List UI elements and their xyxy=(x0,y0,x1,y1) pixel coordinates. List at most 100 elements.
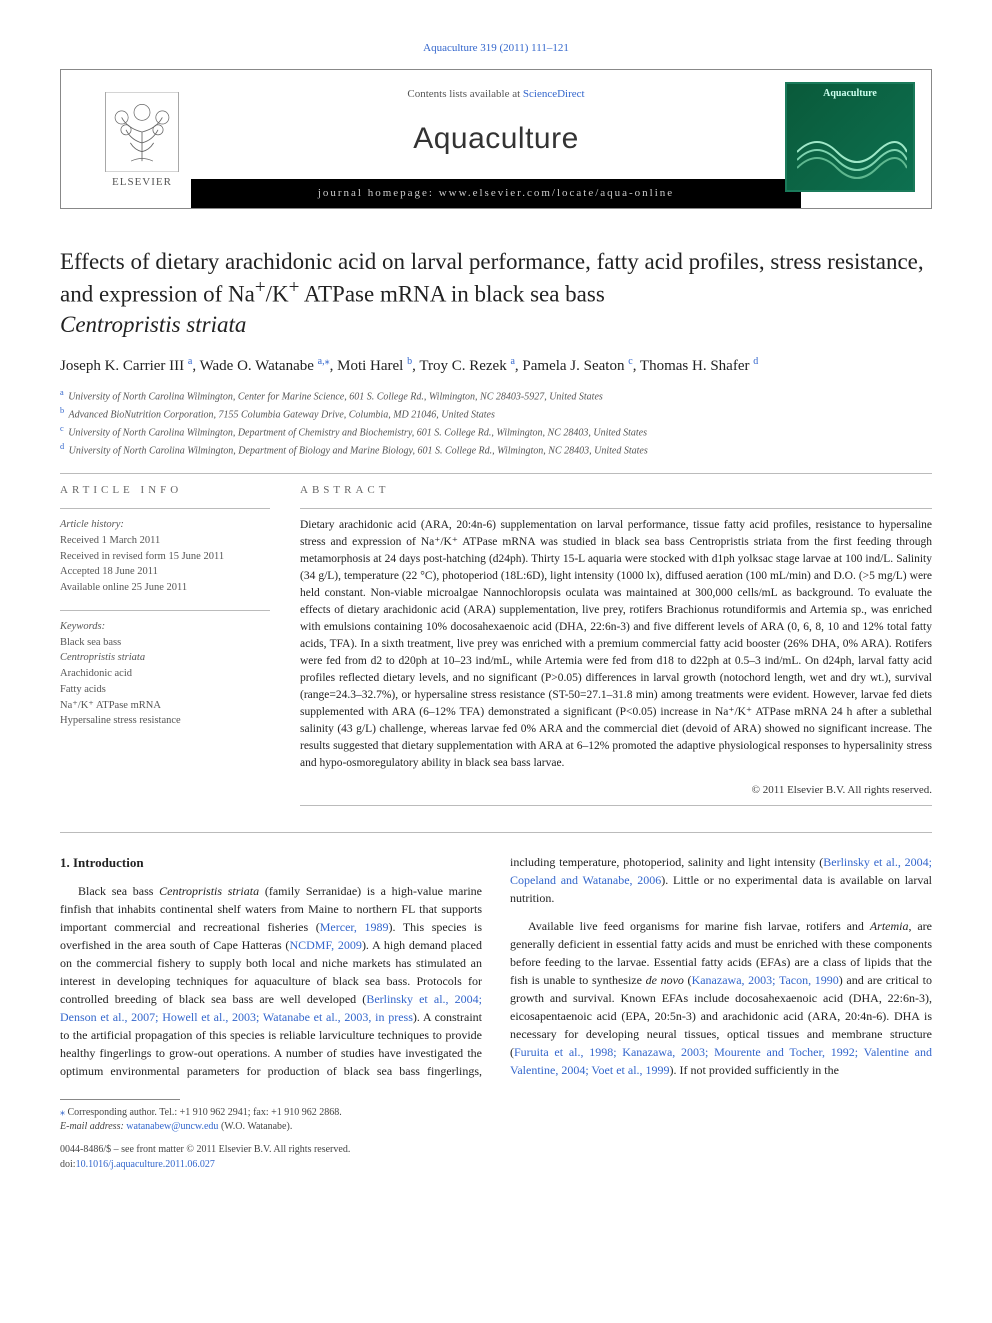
citation-link[interactable]: NCDMF, 2009 xyxy=(289,938,362,952)
keyword: Black sea bass xyxy=(60,635,270,651)
header-center: Contents lists available at ScienceDirec… xyxy=(207,82,785,208)
author: Wade O. Watanabe xyxy=(200,358,314,374)
aff-text: University of North Carolina Wilmington,… xyxy=(68,392,603,403)
abstract-label: ABSTRACT xyxy=(300,482,932,499)
star-icon: ⁎ xyxy=(60,1107,65,1118)
title-species: Centropristis striata xyxy=(60,312,246,337)
aff-key: a xyxy=(60,388,64,397)
affiliation: b Advanced BioNutrition Corporation, 715… xyxy=(60,405,932,423)
latin-term: de novo xyxy=(646,973,684,987)
affiliation: c University of North Carolina Wilmingto… xyxy=(60,423,932,441)
keyword: Hypersaline stress resistance xyxy=(60,713,270,729)
title-part-3: ATPase mRNA in black sea bass xyxy=(299,282,604,307)
article-history: Article history: Received 1 March 2011 R… xyxy=(60,517,270,596)
text: ( xyxy=(684,973,692,987)
history-item: Accepted 18 June 2011 xyxy=(60,564,270,580)
aff-text: University of North Carolina Wilmington,… xyxy=(69,445,648,456)
contents-line: Contents lists available at ScienceDirec… xyxy=(207,86,785,103)
affiliations: a University of North Carolina Wilmingto… xyxy=(60,387,932,458)
corresponding-footnote: ⁎ Corresponding author. Tel.: +1 910 962… xyxy=(60,1106,932,1120)
text: ). If not provided sufficiently in the xyxy=(670,1063,839,1077)
front-matter-line: 0044-8486/$ – see front matter © 2011 El… xyxy=(60,1142,932,1157)
publisher-logo-box: ELSEVIER xyxy=(77,82,207,202)
intro-paragraph: Available live feed organisms for marine… xyxy=(510,917,932,1079)
journal-homepage: journal homepage: www.elsevier.com/locat… xyxy=(191,179,801,208)
author: Pamela J. Seaton xyxy=(522,358,624,374)
title-sup-2: + xyxy=(289,277,300,298)
author-aff[interactable]: c xyxy=(628,356,632,367)
affiliation: d University of North Carolina Wilmingto… xyxy=(60,441,932,459)
abstract-text: Dietary arachidonic acid (ARA, 20:4n-6) … xyxy=(300,517,932,772)
corr-text: Corresponding author. Tel.: +1 910 962 2… xyxy=(68,1107,342,1118)
doi-link[interactable]: 10.1016/j.aquaculture.2011.06.027 xyxy=(76,1159,215,1170)
elsevier-logo: ELSEVIER xyxy=(92,87,192,197)
author: Thomas H. Shafer xyxy=(640,358,750,374)
species-name: Centropristis striata xyxy=(159,884,259,898)
text: Black sea bass xyxy=(78,884,159,898)
author-aff[interactable]: a xyxy=(510,356,514,367)
author-aff[interactable]: b xyxy=(407,356,412,367)
affiliation: a University of North Carolina Wilmingto… xyxy=(60,387,932,405)
publisher-name: ELSEVIER xyxy=(112,174,172,191)
keywords-heading: Keywords: xyxy=(60,619,270,635)
history-item: Received in revised form 15 June 2011 xyxy=(60,549,270,565)
aff-key: b xyxy=(60,406,64,415)
divider xyxy=(60,473,932,474)
divider xyxy=(60,508,270,509)
email-footnote: E-mail address: watanabew@uncw.edu (W.O.… xyxy=(60,1120,932,1134)
history-item: Available online 25 June 2011 xyxy=(60,580,270,596)
authors-line: Joseph K. Carrier III a, Wade O. Watanab… xyxy=(60,354,932,378)
doi-label: doi: xyxy=(60,1159,76,1170)
journal-header: ELSEVIER Contents lists available at Sci… xyxy=(60,69,932,209)
title-part-2: /K xyxy=(266,282,289,307)
article-info-column: ARTICLE INFO Article history: Received 1… xyxy=(60,482,270,814)
email-link[interactable]: watanabew@uncw.edu xyxy=(126,1121,218,1132)
doi-line: doi:10.1016/j.aquaculture.2011.06.027 xyxy=(60,1157,932,1172)
contents-prefix: Contents lists available at xyxy=(407,88,522,100)
aff-text: University of North Carolina Wilmington,… xyxy=(68,427,647,438)
keyword: Arachidonic acid xyxy=(60,666,270,682)
citation-link[interactable]: Kanazawa, 2003; Tacon, 1990 xyxy=(692,973,839,987)
journal-cover: Aquaculture xyxy=(785,82,915,192)
author: Moti Harel xyxy=(337,358,403,374)
abstract-copyright: © 2011 Elsevier B.V. All rights reserved… xyxy=(300,782,932,799)
author-aff[interactable]: a xyxy=(188,356,192,367)
aff-text: Advanced BioNutrition Corporation, 7155 … xyxy=(69,409,495,420)
author-aff[interactable]: a, xyxy=(318,356,325,367)
text: Available live feed organisms for marine… xyxy=(528,919,870,933)
cover-title: Aquaculture xyxy=(787,86,913,101)
footnotes: ⁎ Corresponding author. Tel.: +1 910 962… xyxy=(60,1106,932,1134)
species-name: Artemia xyxy=(870,919,909,933)
journal-issue-link[interactable]: Aquaculture 319 (2011) 111–121 xyxy=(60,40,932,57)
cover-wave-icon xyxy=(797,120,907,180)
history-heading: Article history: xyxy=(60,517,270,533)
article-title: Effects of dietary arachidonic acid on l… xyxy=(60,247,932,340)
divider xyxy=(60,832,932,833)
citation-link[interactable]: Mercer, 1989 xyxy=(320,920,389,934)
keyword: Fatty acids xyxy=(60,682,270,698)
aff-key: c xyxy=(60,424,64,433)
author-aff[interactable]: d xyxy=(753,356,758,367)
footnote-separator xyxy=(60,1099,180,1100)
keywords: Keywords: Black sea bass Centropristis s… xyxy=(60,619,270,729)
divider xyxy=(60,610,270,611)
elsevier-tree-icon xyxy=(102,92,182,172)
email-label: E-mail address: xyxy=(60,1121,124,1132)
author: Troy C. Rezek xyxy=(419,358,506,374)
divider xyxy=(300,508,932,509)
doi-block: 0044-8486/$ – see front matter © 2011 El… xyxy=(60,1142,932,1172)
info-abstract-row: ARTICLE INFO Article history: Received 1… xyxy=(60,482,932,814)
sciencedirect-link[interactable]: ScienceDirect xyxy=(523,88,585,100)
article-info-label: ARTICLE INFO xyxy=(60,482,270,499)
journal-title: Aquaculture xyxy=(207,116,785,161)
history-item: Received 1 March 2011 xyxy=(60,533,270,549)
keyword: Na⁺/K⁺ ATPase mRNA xyxy=(60,698,270,714)
section-heading-intro: 1. Introduction xyxy=(60,853,482,873)
divider xyxy=(300,805,932,806)
author: Joseph K. Carrier III xyxy=(60,358,184,374)
aff-key: d xyxy=(60,442,64,451)
keyword: Centropristis striata xyxy=(60,650,270,666)
corresponding-marker[interactable]: ⁎ xyxy=(325,356,330,367)
title-sup-1: + xyxy=(255,277,266,298)
email-who: (W.O. Watanabe). xyxy=(218,1121,292,1132)
